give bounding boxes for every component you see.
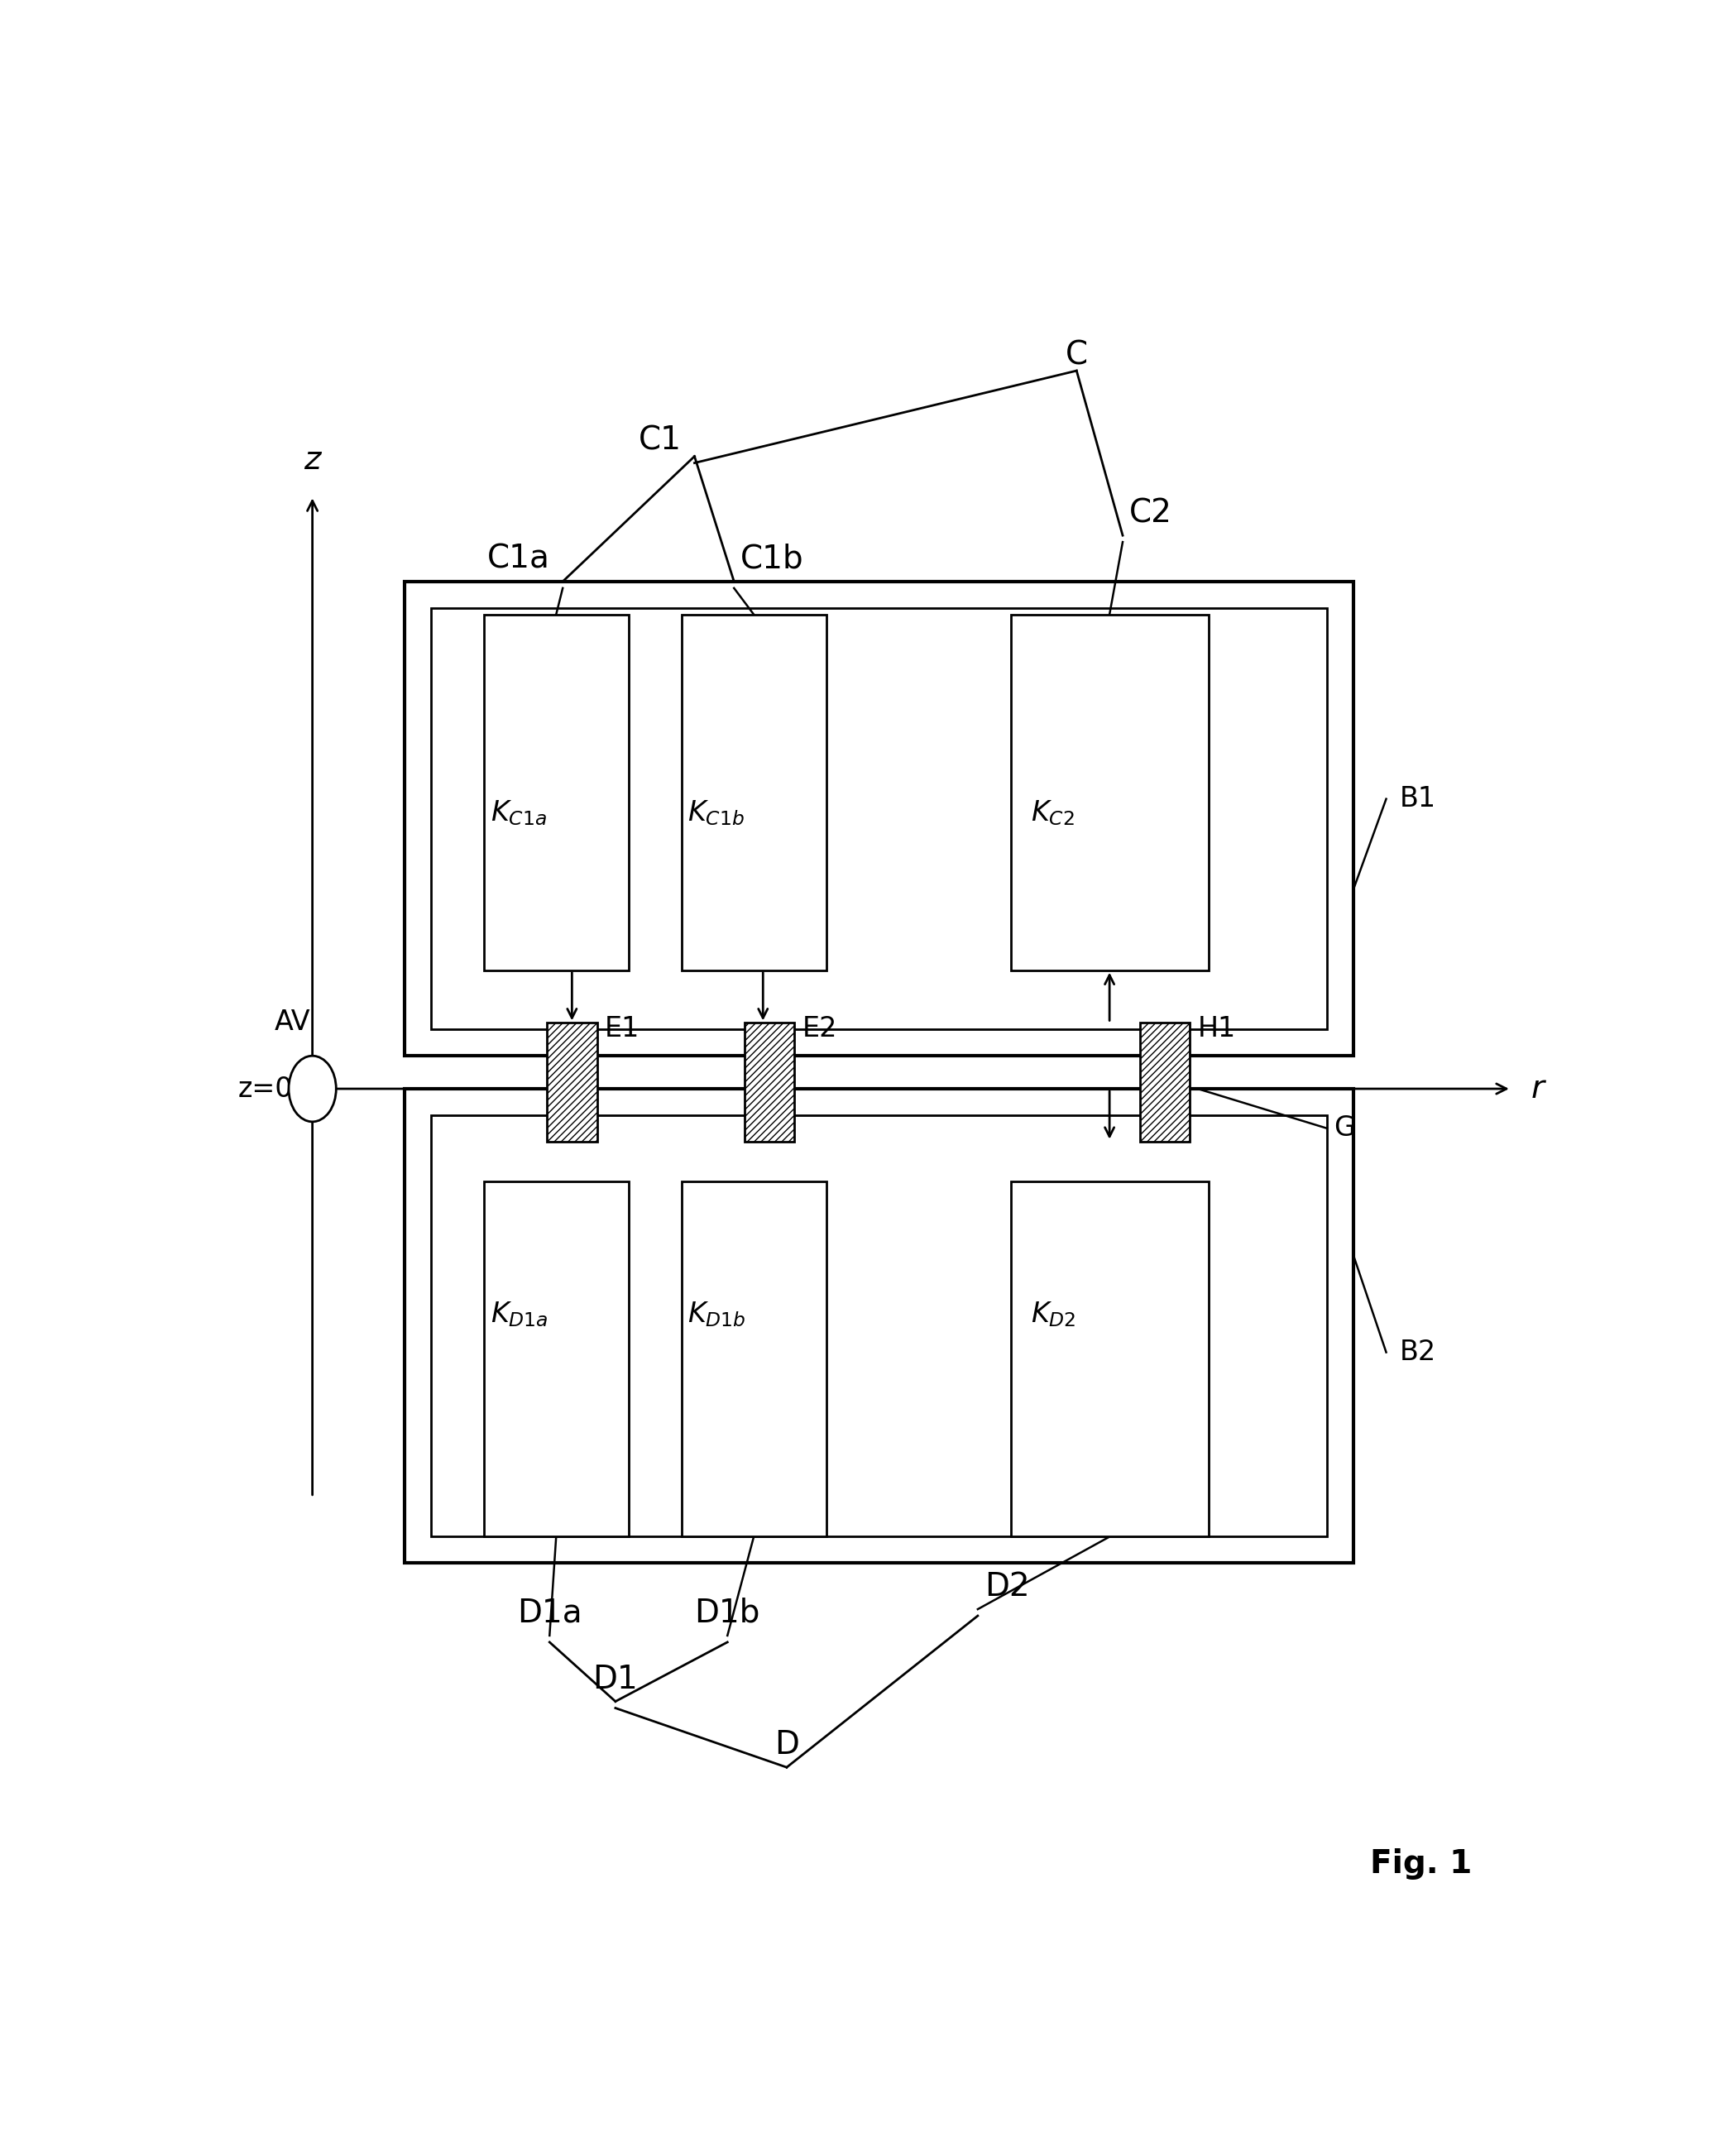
Text: $K_{D1b}$: $K_{D1b}$: [688, 1300, 746, 1328]
Bar: [484, 1181, 629, 1537]
Text: E1: E1: [605, 1015, 640, 1044]
Bar: [744, 1022, 794, 1141]
Text: AV: AV: [274, 1009, 310, 1037]
Text: D1b: D1b: [695, 1598, 760, 1630]
Bar: [405, 1089, 1353, 1563]
Text: z=0: z=0: [238, 1076, 293, 1102]
Text: H1: H1: [1197, 1015, 1237, 1044]
Bar: [681, 1181, 827, 1537]
Bar: [1140, 1022, 1190, 1141]
Text: $K_{D1a}$: $K_{D1a}$: [490, 1300, 547, 1328]
Text: $K_{D2}$: $K_{D2}$: [1031, 1300, 1075, 1328]
Text: D1: D1: [593, 1664, 638, 1695]
Bar: [1010, 1181, 1209, 1537]
Text: G: G: [1334, 1115, 1355, 1143]
Text: Fig. 1: Fig. 1: [1370, 1848, 1471, 1880]
Text: $K_{C1a}$: $K_{C1a}$: [490, 800, 547, 828]
Bar: [681, 614, 827, 970]
Text: C2: C2: [1128, 498, 1171, 528]
Text: $K_{C1b}$: $K_{C1b}$: [688, 800, 744, 828]
Text: C1a: C1a: [487, 543, 549, 576]
Text: z: z: [304, 444, 321, 476]
Text: C1b: C1b: [741, 543, 804, 576]
Text: D2: D2: [984, 1572, 1029, 1602]
Bar: [1010, 614, 1209, 970]
Text: C1: C1: [638, 425, 681, 457]
Bar: [430, 1115, 1327, 1537]
Ellipse shape: [288, 1056, 336, 1121]
Text: C: C: [1065, 338, 1087, 371]
Text: D: D: [775, 1729, 799, 1761]
Text: B2: B2: [1399, 1339, 1435, 1367]
Text: $K_{C2}$: $K_{C2}$: [1031, 800, 1074, 828]
Bar: [547, 1022, 597, 1141]
Bar: [430, 608, 1327, 1028]
Text: D1a: D1a: [516, 1598, 581, 1630]
Bar: [484, 614, 629, 970]
Text: r: r: [1531, 1074, 1544, 1104]
Bar: [405, 582, 1353, 1056]
Text: B1: B1: [1399, 785, 1435, 813]
Text: E2: E2: [803, 1015, 837, 1044]
